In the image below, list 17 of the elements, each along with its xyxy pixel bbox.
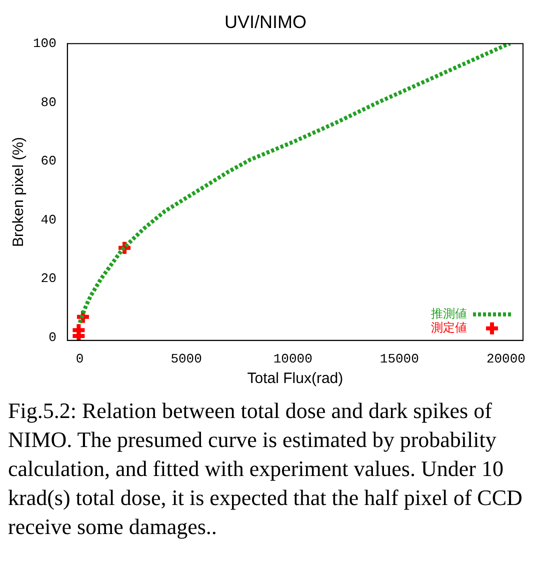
y-tick-label: 80 [40, 94, 56, 110]
y-tick-label: 60 [40, 154, 56, 169]
legend-label: 推測値 [431, 306, 467, 321]
caption: Fig.5.2: Relation between total dose and dark spikes of NIMO. The presumed curve is estimated by probability calculation, and fitted with experiment values. Under 10 krad(s) total dose, it is expected that the half pixel of CCD receive some damages.. [8, 397, 524, 541]
x-tick-label: 10000 [273, 352, 312, 367]
y-tick-label: 100 [33, 36, 56, 52]
legend-label: 測定値 [431, 320, 467, 335]
x-axis-title: Total Flux(rad) [247, 370, 344, 388]
x-tick-label: 20000 [486, 352, 526, 367]
x-tick-label: 5000 [170, 352, 202, 367]
y-axis-title: Broken pixel (%) [10, 136, 28, 248]
chart-title: UVI/NIMO [224, 12, 307, 32]
y-tick-label: 20 [40, 271, 56, 286]
x-tick-label: 15000 [380, 352, 419, 367]
y-tick-label: 40 [40, 212, 56, 228]
y-tick-label: 0 [48, 330, 56, 345]
x-tick-label: 0 [76, 352, 84, 367]
